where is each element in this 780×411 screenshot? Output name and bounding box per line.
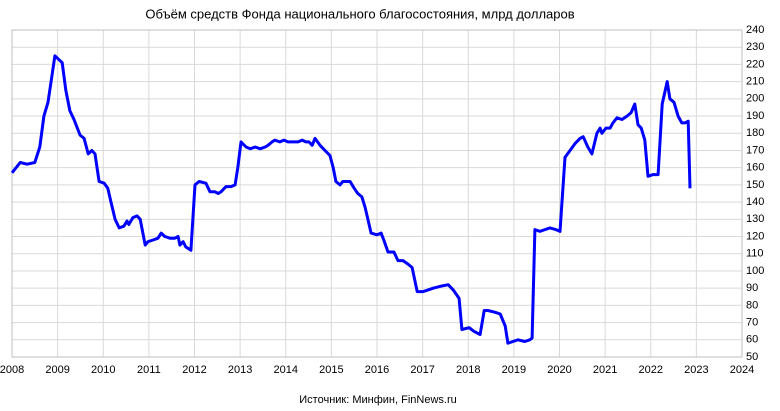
y-tick-label: 130 [746, 213, 764, 225]
x-tick-label: 2022 [639, 364, 663, 376]
x-tick-label: 2017 [410, 364, 434, 376]
y-tick-label: 210 [746, 76, 764, 88]
x-tick-label: 2021 [593, 364, 617, 376]
y-tick-label: 50 [746, 351, 758, 363]
x-tick-label: 2016 [365, 364, 389, 376]
y-tick-label: 90 [746, 282, 758, 294]
x-tick-label: 2018 [456, 364, 480, 376]
y-tick-label: 170 [746, 144, 764, 156]
y-tick-label: 220 [746, 58, 764, 70]
x-tick-label: 2009 [45, 364, 69, 376]
x-tick-label: 2012 [182, 364, 206, 376]
y-tick-label: 240 [746, 24, 764, 36]
y-tick-label: 120 [746, 230, 764, 242]
x-tick-label: 2014 [274, 364, 298, 376]
chart-title: Объём средств Фонда национального благос… [145, 6, 574, 21]
plot-border [11, 29, 743, 358]
data-line [10, 54, 692, 345]
x-tick-label: 2015 [319, 364, 343, 376]
x-tick-label: 2011 [137, 364, 161, 376]
y-tick-label: 60 [746, 334, 758, 346]
y-tick-label: 80 [746, 299, 758, 311]
x-tick-label: 2008 [0, 364, 24, 376]
y-tick-label: 200 [746, 93, 764, 105]
y-tick-label: 190 [746, 110, 764, 122]
x-tick-label: 2019 [502, 364, 526, 376]
y-tick-label: 100 [746, 265, 764, 277]
y-tick-label: 160 [746, 162, 764, 174]
y-tick-label: 180 [746, 127, 764, 139]
y-tick-label: 150 [746, 179, 764, 191]
x-tick-label: 2013 [228, 364, 252, 376]
y-tick-label: 230 [746, 41, 764, 53]
y-tick-label: 110 [746, 248, 764, 260]
y-tick-label: 70 [746, 316, 758, 328]
source: Источник: Минфин, FinNews.ru [299, 394, 456, 406]
x-tick-label: 2023 [684, 364, 708, 376]
x-tick-label: 2024 [730, 364, 754, 376]
x-tick-label: 2010 [91, 364, 115, 376]
x-tick-label: 2020 [547, 364, 571, 376]
y-tick-label: 140 [746, 196, 764, 208]
